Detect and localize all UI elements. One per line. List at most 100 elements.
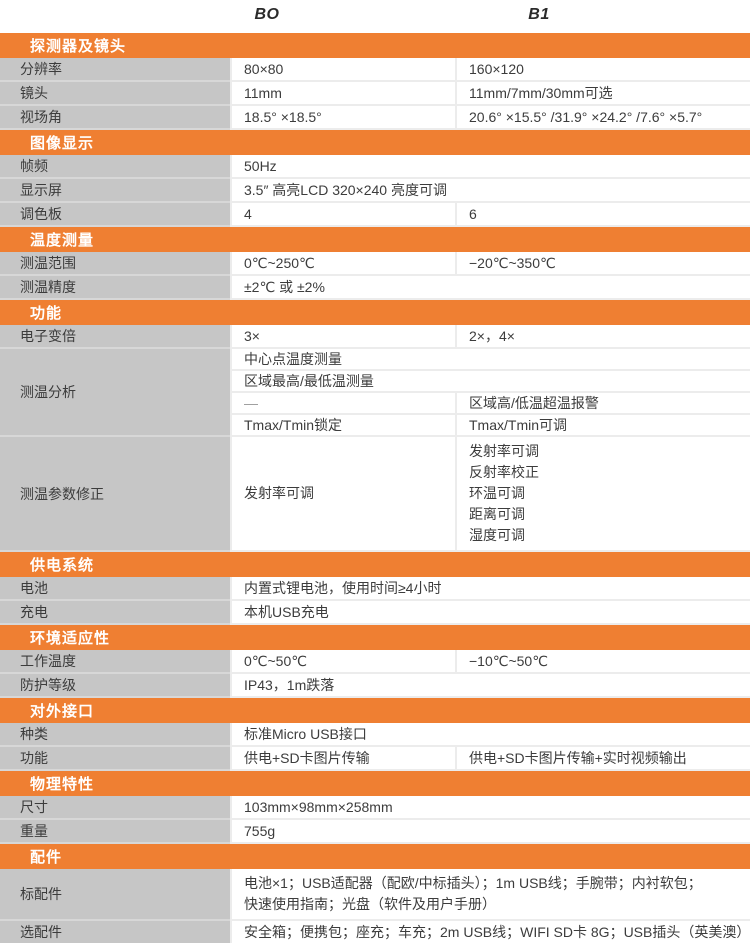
row-cells: 80×80 160×120	[230, 58, 750, 82]
spec-subrow: Tmax/Tmin锁定 Tmax/Tmin可调	[232, 415, 750, 437]
section-header: 图像显示	[0, 130, 750, 155]
spec-row: 电子变倍 3× 2×，4×	[0, 325, 750, 349]
row-cells: ±2℃ 或 ±2%	[230, 276, 750, 300]
spec-subrow: 发射率可调 发射率可调 反射率校正 环温可调 距离可调 湿度可调	[232, 437, 750, 552]
value-line: 发射率可调	[244, 485, 314, 501]
value-b1: 区域高/低温超温报警	[455, 393, 750, 413]
section-header: 配件	[0, 844, 750, 869]
row-cells: 本机USB充电	[230, 601, 750, 625]
spec-row: 分辨率 80×80 160×120	[0, 58, 750, 82]
value-line: 快速使用指南；光盘（软件及用户手册）	[244, 896, 496, 912]
spec-row: 标配件 电池×1；USB适配器（配欧/中标插头）；1m USB线；手腕带；内衬软包…	[0, 869, 750, 921]
row-label: 显示屏	[0, 179, 230, 203]
row-cells: 755g	[230, 820, 750, 844]
row-cells: 50Hz	[230, 155, 750, 179]
spec-subrow: — 区域高/低温超温报警	[232, 393, 750, 415]
row-label: 测温参数修正	[0, 437, 230, 552]
row-cells: 3× 2×，4×	[230, 325, 750, 349]
value-bo: 18.5° ×18.5°	[244, 109, 322, 125]
section-header: 环境适应性	[0, 625, 750, 650]
value-bo: 3×	[244, 328, 260, 344]
section-header: 对外接口	[0, 698, 750, 723]
spec-subrow: 标准Micro USB接口	[232, 723, 750, 747]
spec-row: 测温分析 中心点温度测量 区域最高/最低温测量 — 区域高/低温超温报警 Tmax/Tmi…	[0, 349, 750, 437]
column-header-model-bo: BO	[254, 6, 280, 23]
section-header: 功能	[0, 300, 750, 325]
value-both: 755g	[244, 823, 276, 839]
value-both: 50Hz	[244, 158, 277, 174]
spec-subrow: 80×80 160×120	[232, 58, 750, 82]
spec-subrow: 内置式锂电池，使用时间≥4小时	[232, 577, 750, 601]
row-label: 电池	[0, 577, 230, 601]
spec-subrow: 电池×1；USB适配器（配欧/中标插头）；1m USB线；手腕带；内衬软包； 快速…	[232, 869, 750, 921]
spec-row: 种类 标准Micro USB接口	[0, 723, 750, 747]
row-label: 分辨率	[0, 58, 230, 82]
value-b1: −20℃~350℃	[455, 252, 750, 274]
spec-row: 显示屏 3.5″ 高亮LCD 320×240 亮度可调	[0, 179, 750, 203]
row-cells: 103mm×98mm×258mm	[230, 796, 750, 820]
row-label: 电子变倍	[0, 325, 230, 349]
row-label: 视场角	[0, 106, 230, 130]
value-both: ±2℃ 或 ±2%	[244, 279, 325, 295]
row-cells: 电池×1；USB适配器（配欧/中标插头）；1m USB线；手腕带；内衬软包； 快速…	[230, 869, 750, 921]
row-label: 工作温度	[0, 650, 230, 674]
spec-row: 镜头 11mm 11mm/7mm/30mm可选	[0, 82, 750, 106]
row-cells: 标准Micro USB接口	[230, 723, 750, 747]
spec-row: 工作温度 0℃~50℃ −10℃~50℃	[0, 650, 750, 674]
row-label: 测温分析	[0, 349, 230, 437]
value-line: 环温可调	[469, 485, 525, 501]
spec-subrow: 50Hz	[232, 155, 750, 179]
value-both: IP43，1m跌落	[244, 677, 335, 693]
value-bo: —	[244, 395, 258, 411]
row-label: 镜头	[0, 82, 230, 106]
value-b1: 20.6° ×15.5° /31.9° ×24.2° /7.6° ×5.7°	[455, 106, 750, 128]
spec-row: 帧频 50Hz	[0, 155, 750, 179]
row-label: 调色板	[0, 203, 230, 227]
row-cells: 安全箱；便携包；座充；车充；2m USB线；WIFI SD卡 8G；USB插头（…	[230, 921, 750, 943]
value-bo: 80×80	[244, 61, 284, 77]
value-b1: 供电+SD卡图片传输+实时视频输出	[455, 747, 750, 769]
value-bo: 4	[244, 206, 252, 222]
spec-subrow: 3.5″ 高亮LCD 320×240 亮度可调	[232, 179, 750, 203]
row-label: 功能	[0, 747, 230, 771]
row-label: 种类	[0, 723, 230, 747]
value-b1: 11mm/7mm/30mm可选	[455, 82, 750, 104]
section-header: 温度测量	[0, 227, 750, 252]
row-label: 重量	[0, 820, 230, 844]
value-both: 本机USB充电	[244, 604, 329, 620]
spec-row: 功能 供电+SD卡图片传输 供电+SD卡图片传输+实时视频输出	[0, 747, 750, 771]
section-header: 供电系统	[0, 552, 750, 577]
spec-row: 重量 755g	[0, 820, 750, 844]
row-cells: 0℃~50℃ −10℃~50℃	[230, 650, 750, 674]
value-both: 103mm×98mm×258mm	[244, 799, 393, 815]
section-header: 物理特性	[0, 771, 750, 796]
row-label: 帧频	[0, 155, 230, 179]
row-cells: 0℃~250℃ −20℃~350℃	[230, 252, 750, 276]
value-both: 内置式锂电池，使用时间≥4小时	[244, 580, 442, 596]
spec-subrow: IP43，1m跌落	[232, 674, 750, 698]
value-bo: 0℃~250℃	[244, 254, 315, 271]
spec-row: 尺寸 103mm×98mm×258mm	[0, 796, 750, 820]
row-label: 选配件	[0, 921, 230, 943]
row-cells: IP43，1m跌落	[230, 674, 750, 698]
column-header-model-b1: B1	[528, 6, 550, 23]
value-b1: 6	[455, 203, 750, 225]
value-bo: 11mm	[244, 85, 282, 101]
spec-row: 充电 本机USB充电	[0, 601, 750, 625]
column-headers-row: BO B1	[0, 0, 750, 33]
spec-table: 探测器及镜头 分辨率 80×80 160×120 镜头 11mm 11mm/7mm/30mm…	[0, 33, 750, 943]
spec-row: 调色板 4 6	[0, 203, 750, 227]
spec-row: 选配件 安全箱；便携包；座充；车充；2m USB线；WIFI SD卡 8G；USB…	[0, 921, 750, 943]
spec-subrow: 安全箱；便携包；座充；车充；2m USB线；WIFI SD卡 8G；USB插头（…	[232, 921, 750, 943]
spec-subrow: 3× 2×，4×	[232, 325, 750, 349]
row-cells: 18.5° ×18.5° 20.6° ×15.5° /31.9° ×24.2° /…	[230, 106, 750, 130]
row-cells: 供电+SD卡图片传输 供电+SD卡图片传输+实时视频输出	[230, 747, 750, 771]
row-cells: 内置式锂电池，使用时间≥4小时	[230, 577, 750, 601]
spec-subrow: 供电+SD卡图片传输 供电+SD卡图片传输+实时视频输出	[232, 747, 750, 771]
spec-subrow: 18.5° ×18.5° 20.6° ×15.5° /31.9° ×24.2° /…	[232, 106, 750, 130]
value-line: 距离可调	[469, 506, 525, 522]
section-header: 探测器及镜头	[0, 33, 750, 58]
spec-subrow: 0℃~250℃ −20℃~350℃	[232, 252, 750, 276]
